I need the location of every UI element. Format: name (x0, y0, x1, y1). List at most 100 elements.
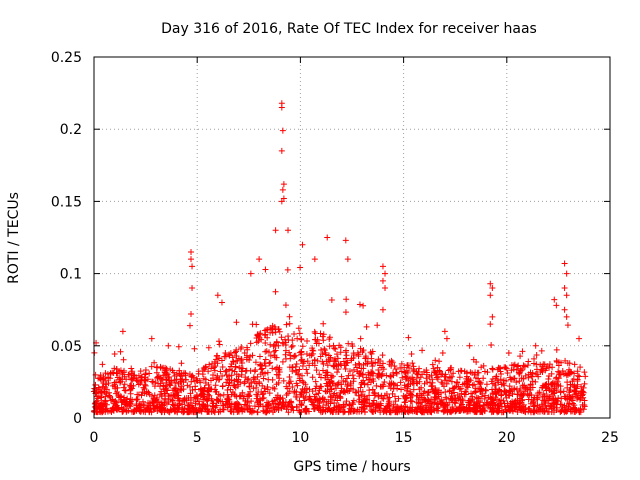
data-point (441, 328, 448, 335)
data-point (250, 385, 257, 392)
data-point (128, 382, 135, 389)
data-point (275, 401, 282, 408)
data-point (577, 364, 584, 371)
data-point (431, 394, 438, 401)
data-point (397, 405, 404, 412)
data-point (522, 409, 529, 416)
data-point (250, 374, 257, 381)
data-point (534, 396, 541, 403)
data-point (158, 388, 165, 395)
data-point (139, 398, 146, 405)
data-point (332, 382, 339, 389)
data-point (92, 382, 99, 389)
data-point (241, 401, 248, 408)
data-point (257, 361, 264, 368)
data-point (141, 390, 148, 397)
data-point (210, 372, 217, 379)
data-point (178, 383, 185, 390)
data-point (379, 306, 386, 313)
data-point (129, 368, 136, 375)
data-point (577, 409, 584, 416)
data-point (494, 409, 501, 416)
data-point (334, 369, 341, 376)
data-point (417, 374, 424, 381)
data-point (533, 351, 540, 358)
data-point (571, 361, 578, 368)
data-point (92, 400, 99, 407)
data-point (212, 404, 219, 411)
data-point (213, 356, 220, 363)
data-point (279, 395, 286, 402)
data-point (511, 375, 518, 382)
data-point (419, 409, 426, 416)
data-point (502, 406, 509, 413)
data-point (448, 409, 455, 416)
data-point (271, 348, 278, 355)
data-point (515, 362, 522, 369)
data-point (549, 364, 556, 371)
data-point (420, 390, 427, 397)
data-point (379, 370, 386, 377)
data-point (207, 377, 214, 384)
data-point (467, 377, 474, 384)
data-point (218, 299, 225, 306)
data-point (342, 401, 349, 408)
data-point (179, 376, 186, 383)
data-point (311, 256, 318, 263)
data-point (94, 395, 101, 402)
data-point (576, 373, 583, 380)
data-point (153, 369, 160, 376)
data-point (373, 404, 380, 411)
data-point (369, 363, 376, 370)
data-point (529, 384, 536, 391)
data-point (237, 345, 244, 352)
data-point (214, 292, 221, 299)
data-point (554, 398, 561, 405)
data-point (423, 371, 430, 378)
data-point (497, 376, 504, 383)
data-point (438, 401, 445, 408)
data-point (216, 338, 223, 345)
data-point (189, 285, 196, 292)
data-point (110, 369, 117, 376)
data-point (304, 370, 311, 377)
data-point (545, 400, 552, 407)
data-point (298, 389, 305, 396)
data-point (91, 408, 98, 415)
data-point (183, 397, 190, 404)
data-point (181, 405, 188, 412)
data-point (189, 404, 196, 411)
data-point (286, 374, 293, 381)
data-point (344, 375, 351, 382)
data-point (450, 389, 457, 396)
y-tick-label: 0.1 (60, 267, 82, 283)
data-point (102, 408, 109, 415)
data-point (334, 351, 341, 358)
data-point (392, 398, 399, 405)
data-point (288, 343, 295, 350)
data-point (342, 309, 349, 316)
data-point (529, 373, 536, 380)
data-point (398, 404, 405, 411)
data-point (479, 405, 486, 412)
data-point (328, 378, 335, 385)
data-point (161, 390, 168, 397)
data-point (169, 367, 176, 374)
data-point (138, 377, 145, 384)
data-point (223, 372, 230, 379)
data-point (489, 399, 496, 406)
data-point (298, 357, 305, 364)
data-point (165, 342, 172, 349)
data-point (253, 321, 260, 328)
data-point (337, 349, 344, 356)
data-point (189, 387, 196, 394)
data-point (290, 353, 297, 360)
data-point (320, 337, 327, 344)
data-point (391, 393, 398, 400)
data-point (256, 353, 263, 360)
data-point (359, 388, 366, 395)
data-point (260, 375, 267, 382)
data-point (120, 405, 127, 412)
data-point (462, 388, 469, 395)
data-point (127, 396, 134, 403)
